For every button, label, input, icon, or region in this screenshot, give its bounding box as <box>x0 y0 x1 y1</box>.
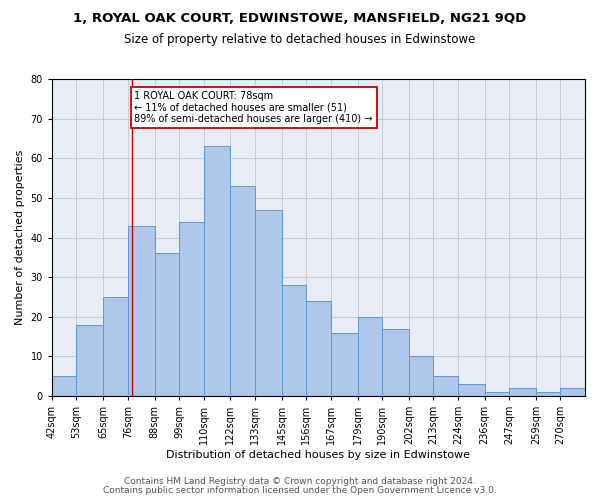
Bar <box>382 328 409 396</box>
Bar <box>306 301 331 396</box>
X-axis label: Distribution of detached houses by size in Edwinstowe: Distribution of detached houses by size … <box>166 450 470 460</box>
Text: 1 ROYAL OAK COURT: 78sqm
← 11% of detached houses are smaller (51)
89% of semi-d: 1 ROYAL OAK COURT: 78sqm ← 11% of detach… <box>134 91 373 124</box>
Bar <box>536 392 560 396</box>
Bar <box>560 388 585 396</box>
Y-axis label: Number of detached properties: Number of detached properties <box>15 150 25 325</box>
Bar <box>433 376 458 396</box>
Bar <box>179 222 203 396</box>
Bar <box>103 297 128 396</box>
Bar <box>76 324 103 396</box>
Bar <box>155 254 179 396</box>
Text: Contains public sector information licensed under the Open Government Licence v3: Contains public sector information licen… <box>103 486 497 495</box>
Bar <box>331 332 358 396</box>
Bar <box>409 356 433 396</box>
Text: Size of property relative to detached houses in Edwinstowe: Size of property relative to detached ho… <box>124 32 476 46</box>
Bar <box>230 186 255 396</box>
Bar <box>255 210 281 396</box>
Bar <box>358 317 382 396</box>
Bar <box>485 392 509 396</box>
Text: 1, ROYAL OAK COURT, EDWINSTOWE, MANSFIELD, NG21 9QD: 1, ROYAL OAK COURT, EDWINSTOWE, MANSFIEL… <box>73 12 527 26</box>
Bar <box>281 285 306 396</box>
Bar <box>52 376 76 396</box>
Bar <box>458 384 485 396</box>
Text: Contains HM Land Registry data © Crown copyright and database right 2024.: Contains HM Land Registry data © Crown c… <box>124 477 476 486</box>
Bar <box>509 388 536 396</box>
Bar <box>203 146 230 396</box>
Bar <box>128 226 155 396</box>
